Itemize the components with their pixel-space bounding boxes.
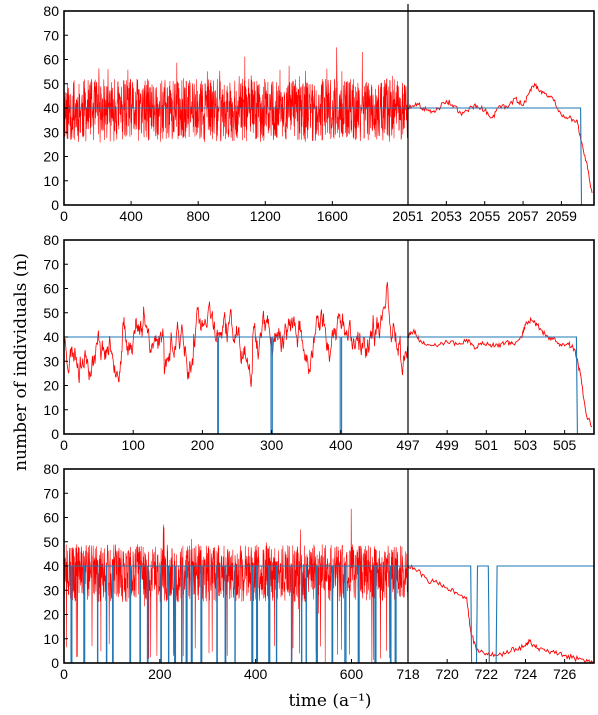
x-tick-label: 718 <box>396 666 420 682</box>
x-tick-label: 2055 <box>469 208 500 224</box>
x-tick-label: 100 <box>122 437 146 453</box>
x-tick-label: 2059 <box>546 208 577 224</box>
trajectory-line <box>408 82 593 193</box>
y-tick-label: 70 <box>43 485 59 501</box>
x-tick-label: 0 <box>60 208 68 224</box>
x-tick-label: 505 <box>553 437 577 453</box>
y-tick-label: 30 <box>43 124 59 140</box>
x-tick-label: 200 <box>148 666 172 682</box>
x-tick-label: 1600 <box>317 208 348 224</box>
left-plot <box>64 47 408 143</box>
environment-line <box>408 565 594 663</box>
y-tick-label: 80 <box>43 461 59 477</box>
y-tick-label: 80 <box>43 3 59 19</box>
x-tick-label: 300 <box>260 437 284 453</box>
y-tick-label: 20 <box>43 149 59 165</box>
x-tick-label: 800 <box>186 208 210 224</box>
y-tick-label: 60 <box>43 52 59 68</box>
y-tick-label: 70 <box>43 256 59 272</box>
right-plot <box>408 564 594 663</box>
trajectory-line <box>64 508 408 663</box>
x-tick-label: 720 <box>435 666 459 682</box>
environment-line <box>64 565 408 663</box>
y-tick-label: 0 <box>51 197 59 213</box>
x-tick-label: 722 <box>475 666 499 682</box>
x-axis-label: time (a⁻¹) <box>288 691 371 711</box>
x-tick-label: 1200 <box>250 208 281 224</box>
x-tick-label: 2057 <box>507 208 538 224</box>
x-tick-label: 503 <box>514 437 538 453</box>
y-tick-label: 40 <box>43 329 59 345</box>
trajectory-line <box>408 316 593 428</box>
x-tick-label: 2053 <box>431 208 462 224</box>
environment-line <box>64 336 408 434</box>
y-tick-label: 30 <box>43 582 59 598</box>
left-plot <box>64 508 408 663</box>
x-tick-label: 400 <box>119 208 143 224</box>
x-tick-label: 400 <box>244 666 268 682</box>
y-tick-label: 20 <box>43 607 59 623</box>
y-tick-label: 70 <box>43 27 59 43</box>
x-tick-label: 726 <box>553 666 577 682</box>
y-tick-label: 10 <box>43 631 59 647</box>
y-tick-label: 60 <box>43 510 59 526</box>
y-tick-label: 10 <box>43 173 59 189</box>
y-tick-label: 0 <box>51 426 59 442</box>
y-axis-label: number of individuals (n) <box>11 253 31 471</box>
trajectory-line <box>64 282 408 387</box>
y-tick-label: 40 <box>43 100 59 116</box>
x-tick-label: 724 <box>514 666 538 682</box>
panel-2: 0 10 20 30 40 50 60 70 80 0 100 200 300 400 497 499 501 5… <box>43 232 595 453</box>
right-plot <box>408 82 594 205</box>
x-tick-label: 501 <box>475 437 499 453</box>
environment-line <box>408 336 594 434</box>
y-tick-label: 80 <box>43 232 59 248</box>
x-tick-label: 2051 <box>392 208 423 224</box>
x-tick-label: 497 <box>396 437 420 453</box>
left-plot <box>64 282 408 434</box>
x-tick-label: 600 <box>340 666 364 682</box>
x-tick-label: 499 <box>435 437 459 453</box>
y-tick-label: 10 <box>43 402 59 418</box>
y-tick-label: 50 <box>43 305 59 321</box>
panel-3: 0 10 20 30 40 50 60 70 80 0 200 400 600 718 720 722 724 7… <box>43 461 595 682</box>
x-tick-label: 400 <box>329 437 353 453</box>
y-tick-label: 30 <box>43 353 59 369</box>
y-tick-label: 40 <box>43 558 59 574</box>
y-tick-label: 50 <box>43 76 59 92</box>
y-tick-label: 0 <box>51 655 59 671</box>
trajectory-line <box>408 564 594 663</box>
x-tick-label: 0 <box>60 437 68 453</box>
trajectory-line <box>64 47 408 143</box>
environment-line <box>408 107 594 205</box>
y-tick-label: 20 <box>43 378 59 394</box>
right-plot <box>408 316 594 434</box>
x-tick-label: 0 <box>60 666 68 682</box>
x-tick-label: 200 <box>191 437 215 453</box>
y-tick-label: 50 <box>43 534 59 550</box>
y-tick-label: 60 <box>43 281 59 297</box>
